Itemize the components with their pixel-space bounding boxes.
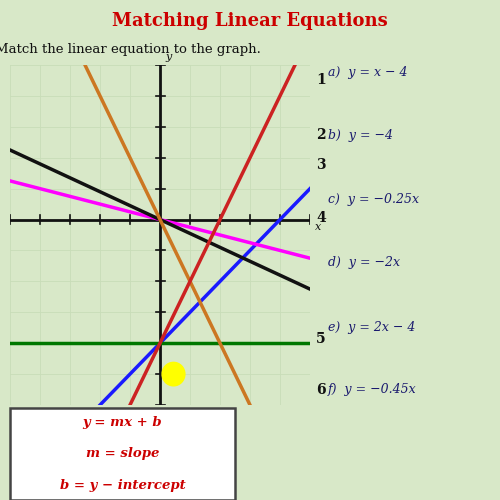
Text: b = y − intercept: b = y − intercept [60, 478, 186, 492]
FancyBboxPatch shape [10, 408, 235, 500]
Text: b)  y = −4: b) y = −4 [328, 128, 392, 141]
Text: Matching Linear Equations: Matching Linear Equations [112, 12, 388, 30]
Text: 4: 4 [316, 211, 326, 225]
Text: Match the linear equation to the graph.: Match the linear equation to the graph. [0, 42, 261, 56]
Text: c)  y = −0.25x: c) y = −0.25x [328, 194, 418, 206]
Circle shape [162, 362, 185, 386]
Text: e)  y = 2x − 4: e) y = 2x − 4 [328, 321, 415, 334]
Text: y: y [166, 52, 172, 62]
Text: y = mx + b: y = mx + b [82, 416, 162, 429]
Text: 6: 6 [316, 382, 326, 396]
Text: f)  y = −0.45x: f) y = −0.45x [328, 384, 416, 396]
Text: 2: 2 [316, 128, 326, 141]
Text: 5: 5 [316, 332, 326, 345]
Text: d)  y = −2x: d) y = −2x [328, 256, 400, 269]
Text: 3: 3 [316, 158, 326, 172]
Text: 1: 1 [316, 74, 326, 88]
Text: m = slope: m = slope [86, 447, 159, 460]
Text: x: x [314, 222, 321, 232]
Text: a)  y = x − 4: a) y = x − 4 [328, 66, 407, 79]
